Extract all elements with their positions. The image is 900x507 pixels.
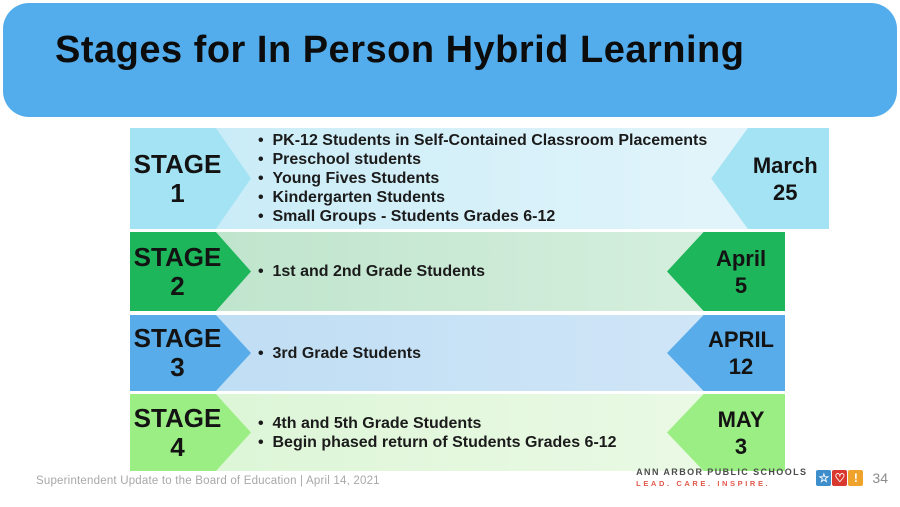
stage-label: STAGE <box>133 148 222 179</box>
date-month: MAY <box>717 406 765 432</box>
stage-2-date-arrow: April 5 <box>667 232 785 311</box>
stage-label: STAGE <box>133 323 222 353</box>
stage-4-bullets: 4th and 5th Grade Students Begin phased … <box>251 394 667 471</box>
bullet-item: PK-12 Students in Self-Contained Classro… <box>258 131 708 150</box>
date-day: 5 <box>734 272 748 298</box>
bullet-item: Kindergarten Students <box>258 188 707 207</box>
bullet-item: Small Groups - Students Grades 6-12 <box>258 207 707 226</box>
stage-number: 4 <box>170 431 185 462</box>
stage-2-bullets: 1st and 2nd Grade Students <box>251 232 667 311</box>
star-icon: ☆ <box>816 469 832 486</box>
stage-3-date-arrow: APRIL 12 <box>667 315 785 391</box>
date-month: March <box>752 152 818 178</box>
page-title: Stages for In Person Hybrid Learning <box>55 29 745 71</box>
stage-label: STAGE <box>133 402 222 433</box>
district-logo: ☆ ♡ ! <box>816 469 864 486</box>
stage-number: 3 <box>170 352 185 382</box>
stage-1-date-arrow: March 25 <box>711 128 830 229</box>
bullet-item: Preschool students <box>258 150 707 169</box>
stage-number: 1 <box>170 177 185 208</box>
stage-1-arrow: STAGE 1 <box>130 128 251 229</box>
date-day: 3 <box>734 433 748 459</box>
page-number: 34 <box>872 469 888 486</box>
bullet-item: 1st and 2nd Grade Students <box>258 262 663 281</box>
bullet-item: 3rd Grade Students <box>258 344 663 363</box>
stage-1-bullets: PK-12 Students in Self-Contained Classro… <box>251 128 711 229</box>
bullet-item: 4th and 5th Grade Students <box>258 414 663 433</box>
stage-2-arrow: STAGE 2 <box>130 232 251 311</box>
org-text-block: ANN ARBOR PUBLIC SCHOOLS LEAD. CARE. INS… <box>636 467 807 488</box>
date-month: April <box>715 245 767 271</box>
footer-branding: ANN ARBOR PUBLIC SCHOOLS LEAD. CARE. INS… <box>636 467 888 488</box>
org-tagline: LEAD. CARE. INSPIRE. <box>636 479 771 488</box>
stage-3-arrow: STAGE 3 <box>130 315 251 391</box>
stage-3-bullets: 3rd Grade Students <box>251 315 667 391</box>
stage-row-1: STAGE 1 PK-12 Students in Self-Contained… <box>130 128 830 229</box>
stage-table: STAGE 1 PK-12 Students in Self-Contained… <box>130 128 830 471</box>
stage-row-2: STAGE 2 1st and 2nd Grade Students April… <box>130 232 785 311</box>
stage-row-3: STAGE 3 3rd Grade Students APRIL 12 <box>130 315 785 391</box>
date-month: APRIL <box>708 327 774 352</box>
stage-label: STAGE <box>133 241 222 272</box>
stage-4-arrow: STAGE 4 <box>130 394 251 471</box>
title-banner: Stages for In Person Hybrid Learning <box>3 3 897 117</box>
exclamation-icon: ! <box>848 469 864 486</box>
footer-caption: Superintendent Update to the Board of Ed… <box>36 475 380 487</box>
stage-row-4: STAGE 4 4th and 5th Grade Students Begin… <box>130 394 785 471</box>
stage-number: 2 <box>170 270 185 301</box>
date-day: 12 <box>728 354 754 379</box>
stage-4-date-arrow: MAY 3 <box>667 394 785 471</box>
bullet-item: Young Fives Students <box>258 169 707 188</box>
date-day: 25 <box>773 179 798 205</box>
heart-icon: ♡ <box>832 469 848 486</box>
org-name: ANN ARBOR PUBLIC SCHOOLS <box>636 467 808 477</box>
bullet-item: Begin phased return of Students Grades 6… <box>258 433 663 452</box>
